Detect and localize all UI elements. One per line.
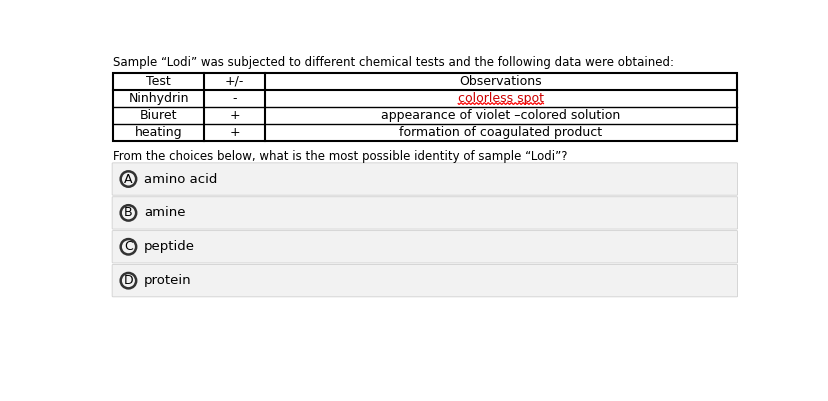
Text: formation of coagulated product: formation of coagulated product xyxy=(399,126,602,139)
Bar xyxy=(113,73,736,140)
Text: peptide: peptide xyxy=(144,240,195,253)
Text: Sample “Lodi” was subjected to different chemical tests and the following data w: Sample “Lodi” was subjected to different… xyxy=(113,56,673,69)
Text: amine: amine xyxy=(144,207,185,219)
Text: appearance of violet –colored solution: appearance of violet –colored solution xyxy=(381,109,619,122)
FancyBboxPatch shape xyxy=(112,265,737,297)
Text: heating: heating xyxy=(135,126,182,139)
Text: Biuret: Biuret xyxy=(140,109,177,122)
Text: Test: Test xyxy=(146,75,171,88)
FancyBboxPatch shape xyxy=(112,197,737,229)
FancyBboxPatch shape xyxy=(112,163,737,195)
Text: Observations: Observations xyxy=(459,75,542,88)
Text: protein: protein xyxy=(144,274,191,287)
Text: colorless spot: colorless spot xyxy=(457,92,543,105)
Text: +: + xyxy=(229,126,239,139)
Text: Ninhydrin: Ninhydrin xyxy=(128,92,189,105)
Text: +/-: +/- xyxy=(224,75,244,88)
Text: -: - xyxy=(232,92,237,105)
Text: From the choices below, what is the most possible identity of sample “Lodi”?: From the choices below, what is the most… xyxy=(113,150,566,163)
Text: B: B xyxy=(124,207,132,219)
Text: amino acid: amino acid xyxy=(144,172,217,186)
FancyBboxPatch shape xyxy=(112,231,737,263)
Text: C: C xyxy=(124,240,132,253)
Text: D: D xyxy=(123,274,133,287)
Text: +: + xyxy=(229,109,239,122)
Text: A: A xyxy=(124,172,132,186)
